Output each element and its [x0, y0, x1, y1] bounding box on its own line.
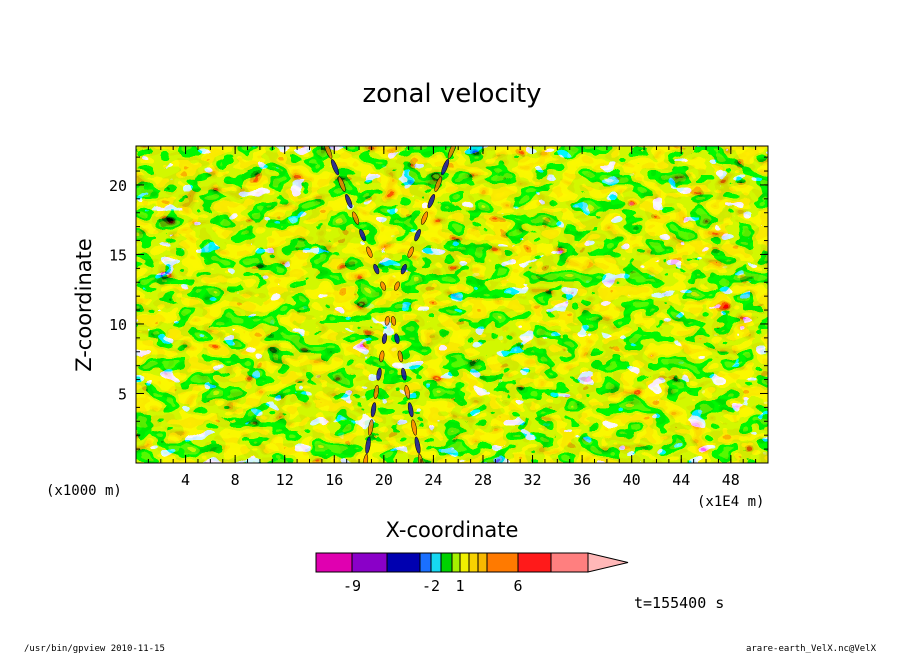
- wave-crest: [373, 384, 379, 399]
- wave-crest: [366, 246, 373, 258]
- x-tick-label: 40: [623, 471, 641, 489]
- wave-crest: [365, 436, 371, 454]
- colorbar-swatch: [386, 552, 421, 573]
- colorbar-swatch: [419, 552, 432, 573]
- x-tick-label: 16: [325, 471, 343, 489]
- wave-crest: [447, 146, 457, 159]
- y-axis-label: Z-coordinate: [72, 238, 96, 372]
- wave-crest: [401, 367, 407, 381]
- x-tick-label: 24: [424, 471, 442, 489]
- colorbar-swatch: [430, 552, 442, 573]
- colorbar-label: -2: [422, 577, 440, 595]
- x-unit-label: (x1E4 m): [697, 494, 764, 510]
- velocity-field: [136, 146, 768, 463]
- wave-crest: [338, 176, 346, 192]
- colorbar-swatch: [468, 552, 479, 573]
- wave-crest: [414, 436, 421, 454]
- colorbar-swatch: [451, 552, 461, 573]
- colorbar-extension-arrow: [587, 552, 629, 573]
- wave-crest: [323, 146, 333, 159]
- y-tick-label: 5: [118, 385, 127, 403]
- colorbar: -9 -2 1 6: [315, 552, 629, 595]
- wave-crest: [407, 246, 414, 258]
- footer-left: /usr/bin/gpview 2010-11-15: [24, 644, 165, 654]
- colorbar-swatch: [459, 552, 470, 573]
- footer-right: arare-earth_VelX.nc@VelX: [746, 644, 877, 654]
- x-tick-label: 28: [474, 471, 492, 489]
- wave-crest: [434, 176, 443, 192]
- flow-features: [323, 146, 457, 463]
- wave-crest: [404, 385, 411, 399]
- wave-crest: [359, 229, 366, 242]
- wave-crest: [370, 402, 377, 418]
- wave-crest: [376, 367, 382, 381]
- y-tick-label: 15: [109, 246, 127, 264]
- colorbar-swatch: [315, 552, 353, 573]
- x-tick-label: 8: [231, 471, 240, 489]
- plot-area: [135, 145, 769, 464]
- x-tick-label: 44: [672, 471, 690, 489]
- wave-crest: [380, 281, 387, 291]
- wave-crest: [411, 419, 418, 436]
- x-tick-label: 12: [276, 471, 294, 489]
- y-unit-label: (x1000 m): [46, 483, 122, 499]
- colorbar-label: 6: [513, 577, 522, 595]
- colorbar-swatch: [351, 552, 388, 573]
- colorbar-swatch: [486, 552, 519, 573]
- colorbar-swatch: [517, 552, 552, 573]
- y-axis: 5 10 15 20: [109, 156, 768, 450]
- wave-crest: [441, 159, 450, 176]
- wave-crest: [379, 350, 385, 363]
- x-axis-label: X-coordinate: [386, 518, 519, 542]
- x-tick-label: 20: [375, 471, 393, 489]
- wave-crest: [381, 333, 388, 344]
- x-tick-label: 32: [524, 471, 542, 489]
- wave-crest: [390, 316, 397, 326]
- wave-crest: [414, 229, 421, 242]
- wave-crest: [407, 402, 414, 418]
- chart-title: zonal velocity: [362, 79, 541, 109]
- wave-crest: [345, 194, 353, 209]
- x-tick-label: 36: [573, 471, 591, 489]
- wave-crest: [397, 350, 404, 363]
- time-label: t=155400 s: [634, 594, 724, 612]
- colorbar-swatch: [477, 552, 488, 573]
- wave-crest: [368, 419, 374, 436]
- colorbar-swatch: [440, 552, 453, 573]
- wave-crest: [420, 211, 428, 225]
- wave-crest: [394, 333, 400, 344]
- wave-crest: [373, 264, 380, 275]
- colorbar-label: -9: [343, 577, 361, 595]
- wave-crest: [352, 211, 360, 225]
- wave-crest: [384, 316, 390, 326]
- wave-crest: [400, 264, 407, 275]
- wave-crest: [394, 281, 400, 291]
- colorbar-swatch: [550, 552, 589, 573]
- x-tick-label: 48: [722, 471, 740, 489]
- wave-crest: [330, 159, 339, 176]
- x-tick-label: 4: [181, 471, 190, 489]
- y-tick-label: 20: [109, 177, 127, 195]
- x-axis: 4 8 12 16 20 24 28 32 36 40 44 48: [147, 146, 757, 489]
- y-tick-label: 10: [109, 316, 127, 334]
- wave-crest: [427, 194, 436, 209]
- colorbar-label: 1: [455, 577, 464, 595]
- plot-frame: [135, 145, 769, 464]
